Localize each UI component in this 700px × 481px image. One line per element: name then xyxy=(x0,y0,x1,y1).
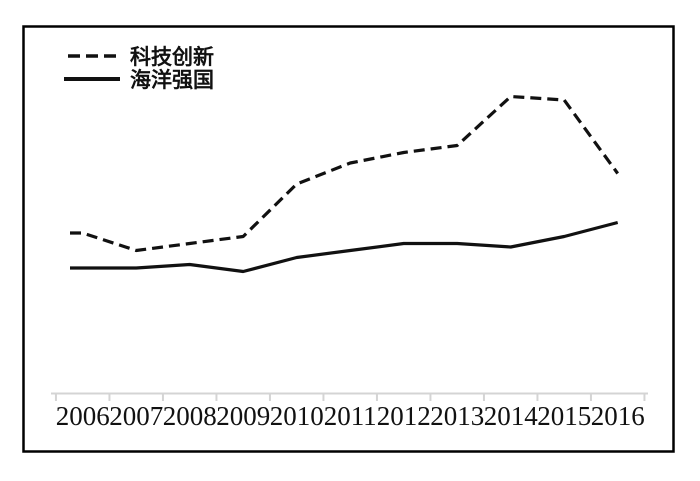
x-tick-label: 2009 xyxy=(216,401,270,431)
x-tick-label: 2007 xyxy=(109,401,163,431)
legend: 科技创新 海洋强国 xyxy=(64,45,214,92)
x-tick-label: 2016 xyxy=(591,401,645,431)
series-line-solid xyxy=(70,220,619,274)
x-tick-labels: 2006 2007 2008 2009 2010 2011 2012 2013 2014 2015… xyxy=(56,401,645,431)
chart-border xyxy=(22,25,675,453)
legend-label-solid: 海洋强国 xyxy=(130,68,214,92)
x-tick-label: 2014 xyxy=(484,401,539,431)
x-tick-label: 2010 xyxy=(270,401,324,431)
x-tick-label: 2008 xyxy=(163,401,217,431)
x-tick-label: 2011 xyxy=(324,401,377,431)
x-tick-label: 2012 xyxy=(377,401,431,431)
x-tick-label: 2015 xyxy=(537,401,591,431)
series-lines xyxy=(70,94,619,274)
x-axis xyxy=(51,392,648,401)
x-tick-label: 2013 xyxy=(430,401,484,431)
x-tick-label: 2006 xyxy=(56,401,110,431)
series-line-dashed xyxy=(70,94,619,253)
legend-label-dashed: 科技创新 xyxy=(130,45,214,69)
